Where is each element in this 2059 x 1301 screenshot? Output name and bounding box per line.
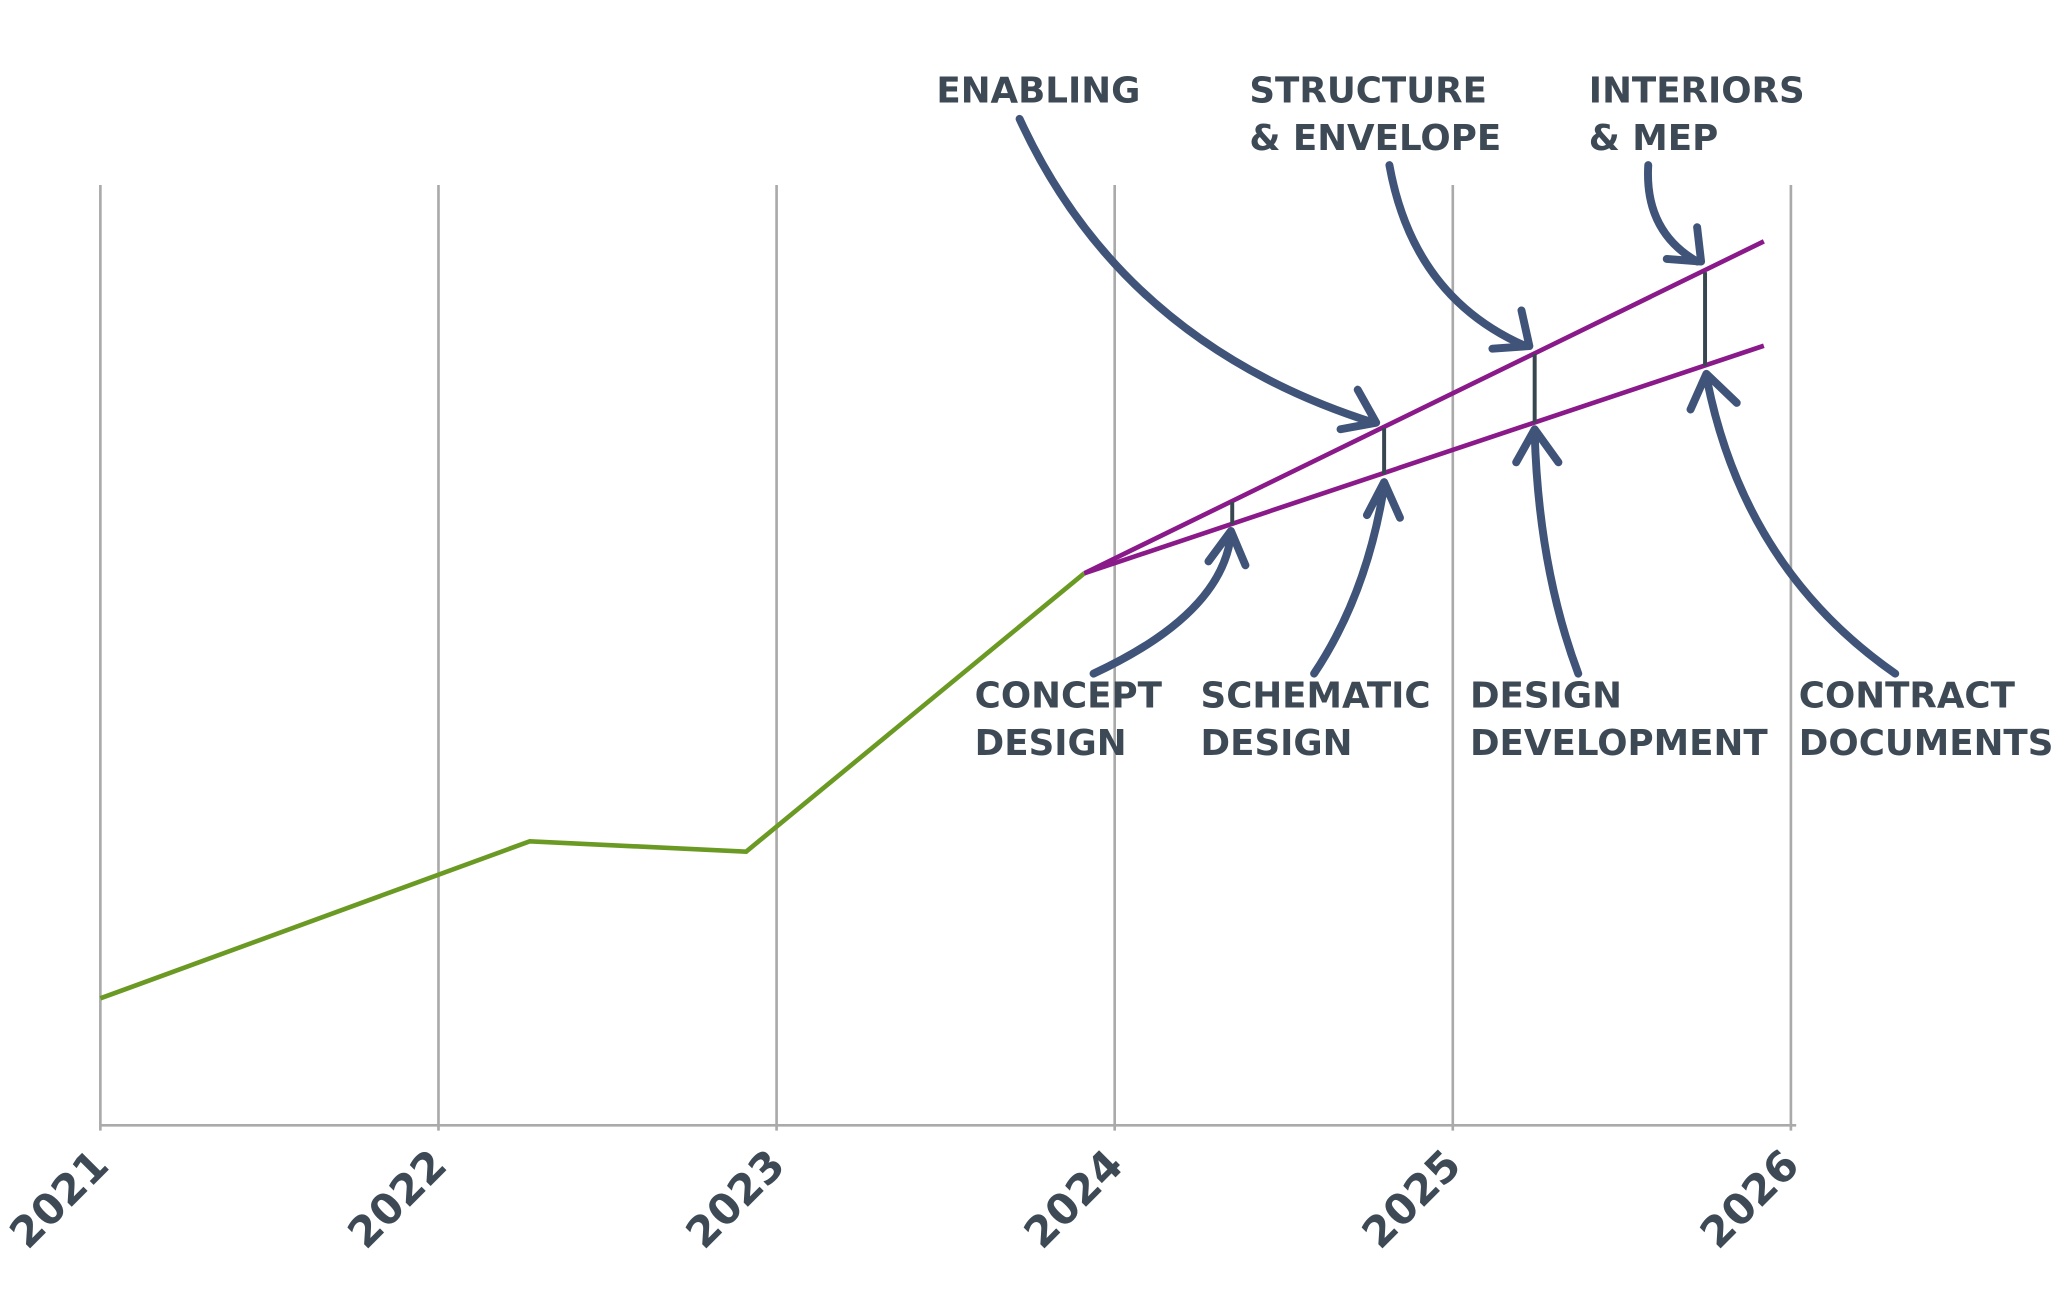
arrow [1644,161,1706,266]
annotation-text: DESIGN [1470,675,1622,716]
annotation-text: ENABLING [936,70,1140,111]
arrow [1015,114,1381,434]
data-line [99,571,1086,1001]
arrow [1089,527,1250,678]
annotation-text: & MEP [1589,118,1718,159]
annotation-text: CONCEPT [975,675,1163,716]
arrow [1310,478,1404,678]
x-tick-label: 2021 [0,1140,118,1258]
arrow [1385,161,1534,353]
plot: 2021 2022 2023 2024 2025 2026 [0,184,1809,1258]
annotation-text: DESIGN [1201,723,1353,764]
annotation-text: DESIGN [975,723,1127,764]
x-tick-label: 2022 [338,1140,456,1258]
annotation-text: STRUCTURE [1249,70,1487,111]
arrow [1512,425,1583,678]
arrow [1686,369,1900,678]
phase-markers [1230,272,1708,525]
x-tick-label: 2024 [1015,1140,1133,1258]
annotation-arrows [1015,114,1900,678]
annotation-text: & ENVELOPE [1249,118,1501,159]
annotation-text: DEVELOPMENT [1470,723,1768,764]
annotation-text: SCHEMATIC [1201,675,1431,716]
x-tick-label: 2023 [676,1140,794,1258]
data-line [1083,239,1765,576]
data-line [1083,343,1765,576]
annotation-text: DOCUMENTS [1799,723,2054,764]
annotation-text: CONTRACT [1799,675,2016,716]
x-tick-label: 2026 [1691,1140,1809,1258]
annotation-text: INTERIORS [1589,70,1805,111]
x-tick-label: 2025 [1353,1140,1471,1258]
